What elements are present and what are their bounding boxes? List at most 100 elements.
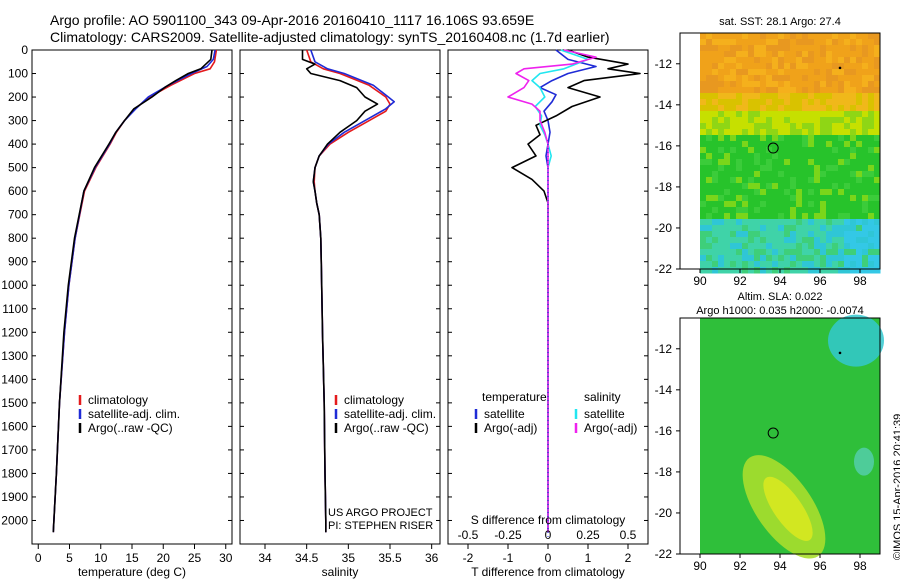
sst-cell [826, 207, 833, 214]
sst-cell [856, 51, 863, 58]
sst-cell [814, 117, 821, 124]
sst-cell [844, 129, 851, 136]
y-tick-label: 1800 [1, 466, 28, 480]
sst-cell [868, 75, 875, 82]
sst-cell [796, 225, 803, 232]
sst-cell [730, 105, 737, 112]
sst-cell [712, 225, 719, 232]
sst-cell [868, 267, 875, 274]
sst-cell [724, 237, 731, 244]
sst-cell [700, 249, 707, 256]
sst-cell [724, 225, 731, 232]
sst-cell [766, 165, 773, 172]
sst-cell [784, 267, 791, 274]
sst-cell [874, 195, 881, 202]
sst-cell [778, 219, 785, 226]
sst-cell [754, 225, 761, 232]
sst-cell [730, 159, 737, 166]
sst-cell [802, 117, 809, 124]
sst-cell [748, 177, 755, 184]
sst-cell [814, 93, 821, 100]
sst-cell [814, 249, 821, 256]
sst-cell [700, 99, 707, 106]
sst-cell [838, 111, 845, 118]
sst-cell [778, 33, 785, 40]
sst-cell [826, 201, 833, 208]
sst-cell [790, 219, 797, 226]
sst-cell [790, 171, 797, 178]
sst-cell [784, 51, 791, 58]
sst-cell [700, 39, 707, 46]
sst-cell [784, 165, 791, 172]
sst-cell [736, 63, 743, 70]
sst-cell [868, 81, 875, 88]
sst-cell [778, 87, 785, 94]
sst-cell [808, 75, 815, 82]
sst-cell [760, 87, 767, 94]
sst-cell [814, 141, 821, 148]
sst-cell [874, 69, 881, 76]
track-point [838, 351, 842, 355]
sst-cell [706, 63, 713, 70]
no-data-area [680, 33, 700, 269]
sst-cell [778, 201, 785, 208]
sst-cell [850, 69, 857, 76]
sst-cell [790, 237, 797, 244]
sst-cell [724, 189, 731, 196]
sst-cell [748, 207, 755, 214]
sst-cell [712, 123, 719, 130]
sst-cell [736, 51, 743, 58]
sst-cell [742, 153, 749, 160]
sst-cell [814, 219, 821, 226]
sst-cell [874, 87, 881, 94]
sst-cell [760, 249, 767, 256]
sst-cell [868, 147, 875, 154]
sst-cell [754, 117, 761, 124]
sst-cell [718, 129, 725, 136]
sst-cell [796, 147, 803, 154]
sst-cell [826, 165, 833, 172]
sst-cell [832, 159, 839, 166]
lon-tick-label: 90 [693, 274, 707, 288]
x-tick-label: 0 [545, 551, 552, 565]
sst-cell [844, 267, 851, 274]
sst-cell [850, 129, 857, 136]
sst-cell [790, 63, 797, 70]
sst-cell [808, 141, 815, 148]
sst-cell [778, 249, 785, 256]
sst-cell [796, 123, 803, 130]
sst-cell [832, 129, 839, 136]
lat-tick-label: -22 [655, 262, 673, 276]
sst-cell [748, 255, 755, 262]
sst-cell [730, 99, 737, 106]
sst-cell [820, 171, 827, 178]
sst-cell [778, 57, 785, 64]
sst-cell [772, 231, 779, 238]
sst-cell [742, 219, 749, 226]
sst-cell [820, 117, 827, 124]
sst-cell [724, 129, 731, 136]
sst-cell [814, 237, 821, 244]
sst-cell [778, 183, 785, 190]
sst-cell [856, 111, 863, 118]
sst-cell [724, 63, 731, 70]
sst-cell [874, 231, 881, 238]
sst-cell [820, 195, 827, 202]
sst-cell [778, 207, 785, 214]
sst-cell [856, 69, 863, 76]
sst-cell [712, 81, 719, 88]
sst-cell [718, 201, 725, 208]
sst-cell [742, 243, 749, 250]
sst-cell [700, 165, 707, 172]
sst-cell [766, 261, 773, 268]
sst-cell [844, 57, 851, 64]
sst-cell [796, 105, 803, 112]
sst-cell [730, 219, 737, 226]
sst-cell [790, 195, 797, 202]
sst-cell [754, 141, 761, 148]
sst-cell [736, 171, 743, 178]
sst-cell [862, 141, 869, 148]
sst-cell [712, 159, 719, 166]
sst-cell [814, 45, 821, 52]
sst-cell [814, 81, 821, 88]
